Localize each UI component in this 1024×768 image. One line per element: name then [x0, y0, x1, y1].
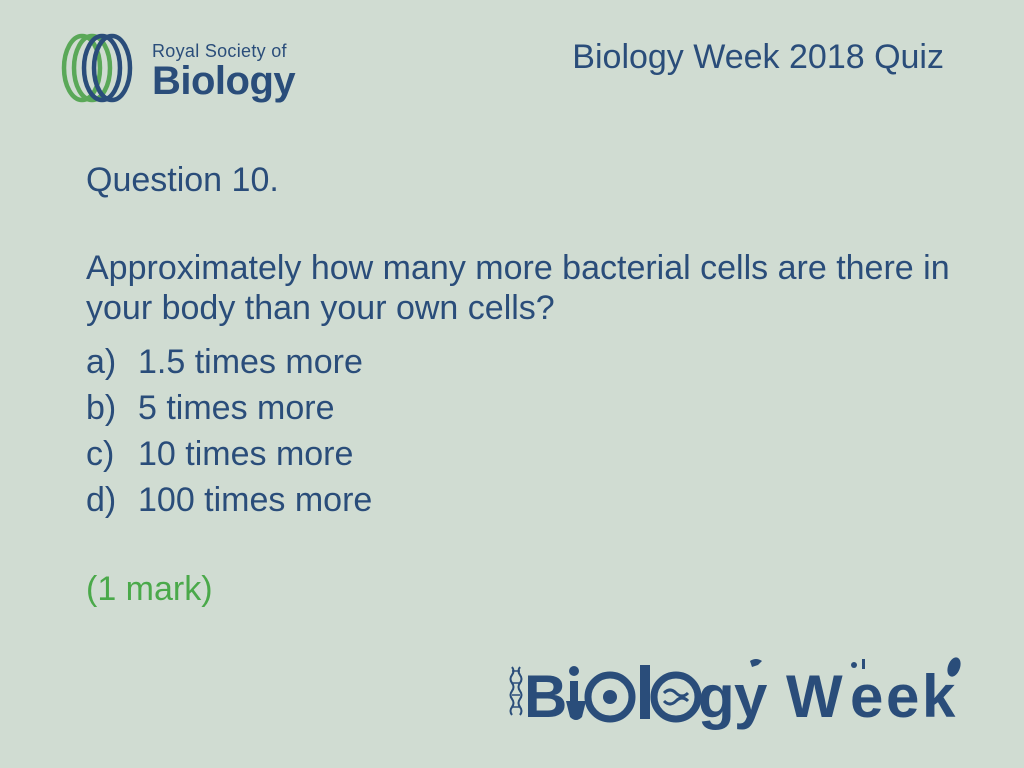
mark-label: (1 mark): [86, 570, 964, 609]
biology-week-logo: B g y W: [506, 653, 976, 738]
option-letter: d): [86, 478, 138, 524]
org-name-big: Biology: [152, 62, 295, 100]
svg-text:B: B: [524, 663, 567, 730]
content: Question 10. Approximately how many more…: [86, 161, 964, 609]
option-text: 10 times more: [138, 432, 353, 478]
svg-text:W: W: [786, 663, 843, 730]
option-b: b) 5 times more: [86, 386, 964, 432]
options-list: a) 1.5 times more b) 5 times more c) 10 …: [86, 340, 964, 524]
option-c: c) 10 times more: [86, 432, 964, 478]
question-text: Approximately how many more bacterial ce…: [86, 248, 964, 328]
option-text: 5 times more: [138, 386, 335, 432]
option-letter: a): [86, 340, 138, 386]
svg-text:y: y: [734, 663, 768, 730]
slide-title: Biology Week 2018 Quiz: [572, 38, 944, 77]
header: Royal Society of Biology Biology Week 20…: [60, 30, 964, 111]
org-logo-block: Royal Society of Biology: [60, 30, 295, 111]
option-a: a) 1.5 times more: [86, 340, 964, 386]
org-logo-text: Royal Society of Biology: [152, 41, 295, 100]
question-number: Question 10.: [86, 161, 964, 200]
option-text: 100 times more: [138, 478, 372, 524]
option-d: d) 100 times more: [86, 478, 964, 524]
svg-text:g: g: [698, 663, 735, 730]
svg-text:e: e: [850, 663, 883, 730]
option-letter: c): [86, 432, 138, 478]
org-logo-icon: [60, 30, 140, 111]
svg-text:e: e: [886, 663, 919, 730]
slide: Royal Society of Biology Biology Week 20…: [0, 0, 1024, 768]
option-letter: b): [86, 386, 138, 432]
option-text: 1.5 times more: [138, 340, 363, 386]
